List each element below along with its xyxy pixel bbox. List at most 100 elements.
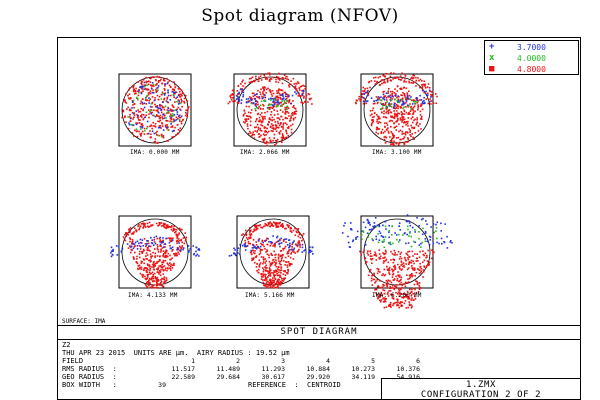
red-ray-point [260,129,263,132]
red-ray-point [418,99,421,101]
red-ray-point [282,273,285,276]
blue-ray-point [140,242,143,244]
red-ray-point [140,266,143,269]
red-ray-point [281,92,284,95]
red-ray-point [260,275,263,278]
red-ray-point [175,97,177,100]
blue-ray-point [155,235,158,238]
red-ray-point [257,112,260,115]
red-ray-point [414,253,416,255]
red-ray-point [377,268,380,271]
red-ray-point [254,75,257,78]
red-ray-point [375,131,377,134]
red-ray-point [152,125,155,127]
red-ray-point [295,110,298,113]
red-ray-point [382,74,385,77]
red-ray-point [387,295,390,297]
red-ray-point [173,228,176,231]
green-ray-point [135,96,138,99]
red-ray-point [165,279,168,281]
red-ray-point [279,276,281,278]
blue-ray-point [252,102,255,104]
blue-ray-point [267,238,269,240]
blue-ray-point [440,230,443,232]
red-ray-point [228,100,231,103]
red-ray-point [285,75,287,78]
red-ray-point [299,85,302,88]
red-ray-point [383,274,386,277]
red-ray-point [277,226,280,228]
red-ray-point [156,90,158,92]
red-ray-point [284,77,287,80]
red-ray-point [269,118,272,121]
red-ray-point [131,132,134,134]
red-ray-point [270,141,272,143]
red-ray-point [373,278,376,281]
red-ray-point [248,229,251,232]
red-ray-point [249,231,251,233]
red-ray-point [244,120,247,122]
geo-value: 54.916 [396,373,420,381]
info-line: Z2 [62,341,71,349]
blue-ray-point [121,248,124,250]
red-ray-point [298,233,301,236]
blue-ray-point [132,112,135,115]
red-ray-point [378,249,380,252]
red-ray-point [261,239,264,242]
red-ray-point [153,109,155,112]
red-ray-point [169,113,172,116]
green-ray-point [157,89,159,91]
red-ray-point [282,248,285,251]
red-ray-point [181,94,183,97]
red-ray-point [125,235,128,237]
red-ray-point [268,73,271,76]
red-ray-point [272,279,274,282]
red-ray-point [275,130,278,133]
geo-value: 29.920 [306,373,330,381]
red-ray-point [394,126,397,128]
red-ray-point [394,114,396,116]
red-ray-point [396,304,398,307]
red-ray-point [284,264,286,266]
red-ray-point [375,255,378,257]
red-ray-point [429,98,431,100]
red-ray-point [253,79,256,82]
red-ray-point [169,258,171,261]
red-ray-point [183,102,186,104]
red-ray-point [382,81,385,84]
blue-ray-point [246,101,248,104]
blue-ray-point [275,101,278,104]
red-ray-point [386,293,389,295]
blue-ray-point [403,102,406,105]
red-ray-point [285,97,288,100]
red-ray-point [140,80,143,83]
red-ray-point [162,285,165,288]
red-ray-point [274,269,277,272]
blue-ray-point [398,239,401,241]
red-ray-point [257,107,260,110]
red-ray-point [257,224,259,227]
green-ray-point [171,113,174,115]
red-ray-point [155,114,158,116]
green-ray-point [260,100,263,103]
red-ray-point [393,126,396,129]
blue-ray-point [395,234,398,236]
red-ray-point [396,114,399,117]
red-ray-point [159,240,161,243]
green-ray-point [380,99,382,102]
red-ray-point [137,94,140,97]
red-ray-point [302,238,305,241]
blue-ray-point [284,95,287,98]
red-ray-point [154,276,157,278]
red-ray-point [268,118,271,120]
red-ray-point [370,279,373,282]
red-ray-point [158,117,161,120]
red-ray-point [286,117,289,120]
red-ray-point [285,102,287,105]
blue-ray-point [384,220,386,223]
red-ray-point [384,130,386,133]
red-ray-point [366,252,369,254]
blue-ray-point [256,247,258,250]
red-ray-point [139,225,142,228]
red-ray-point [133,112,136,114]
